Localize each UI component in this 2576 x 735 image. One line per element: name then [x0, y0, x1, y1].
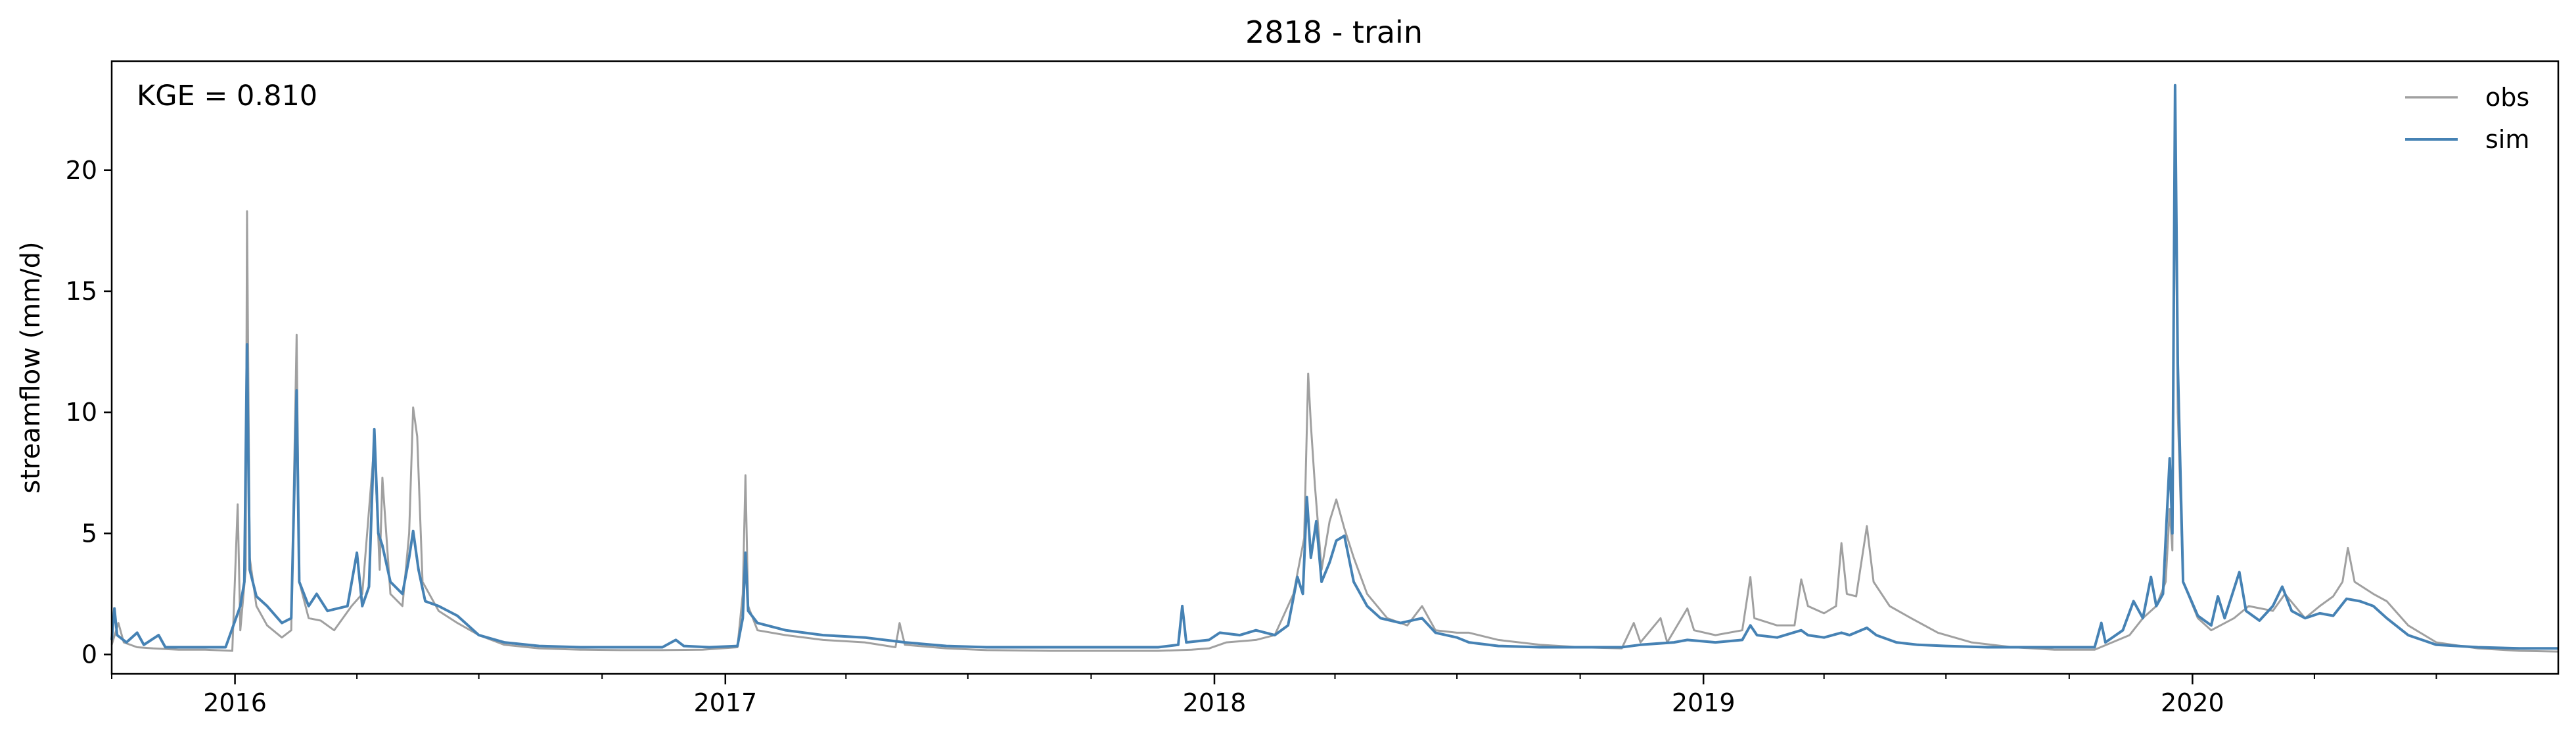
x-tick-label: 2017 [693, 688, 757, 717]
legend-label-sim: sim [2485, 125, 2529, 154]
plot-area [110, 83, 2559, 653]
chart-title: 2818 - train [1245, 14, 1423, 50]
x-axis: 2016 2017 2018 2019 2020 [111, 674, 2437, 717]
y-axis: 0 5 10 15 20 [66, 156, 112, 669]
legend: obs sim [2405, 83, 2529, 154]
y-axis-label: streamflow (mm/d) [16, 241, 46, 493]
x-tick-label: 2020 [2161, 688, 2224, 717]
x-tick-label: 2019 [1672, 688, 1736, 717]
kge-annotation: KGE = 0.810 [137, 80, 317, 112]
y-tick-label: 5 [81, 519, 97, 548]
legend-label-obs: obs [2485, 83, 2529, 112]
y-tick-label: 10 [66, 398, 97, 427]
x-tick-label: 2016 [203, 688, 267, 717]
y-tick-label: 20 [66, 156, 97, 185]
series-line-obs [110, 120, 2559, 653]
series-line-sim [110, 83, 2558, 650]
y-tick-label: 0 [81, 640, 97, 669]
x-tick-label: 2018 [1183, 688, 1247, 717]
plot-frame [110, 60, 2560, 675]
y-tick-label: 15 [66, 277, 97, 306]
